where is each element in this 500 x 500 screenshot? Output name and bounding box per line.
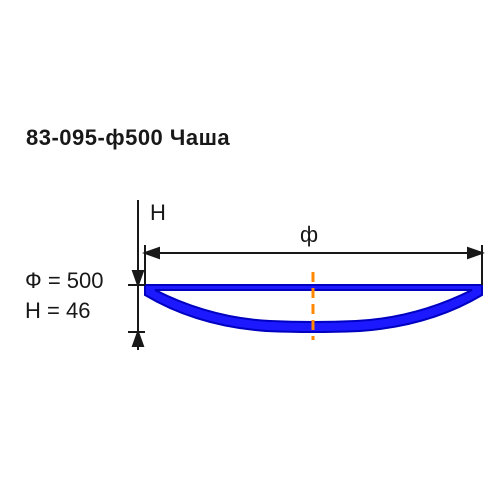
technical-drawing bbox=[0, 0, 500, 500]
dimension-H bbox=[128, 200, 145, 350]
diagram-canvas: 83-095-ф500 Чаша H ф Ф = 500 H = 46 bbox=[0, 0, 500, 500]
